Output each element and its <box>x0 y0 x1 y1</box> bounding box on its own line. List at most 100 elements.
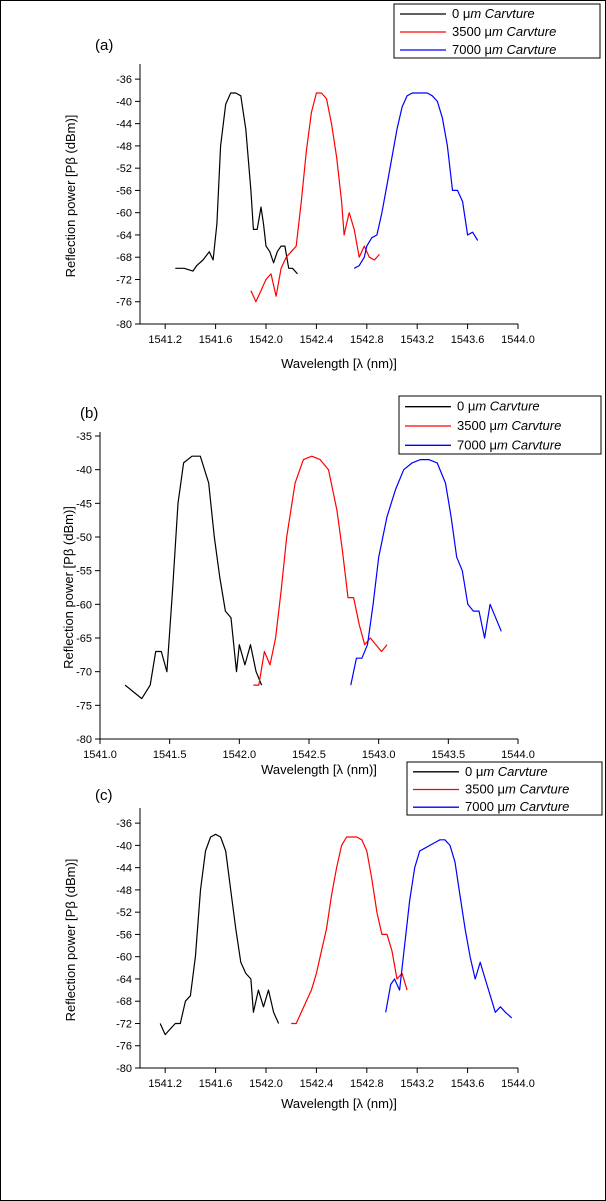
x-tick-label: 1542.0 <box>249 334 283 346</box>
y-tick-label: -40 <box>116 96 132 108</box>
legend-entry-1: 0 μm Carvture <box>452 6 535 21</box>
x-tick-label: 1543.0 <box>362 749 396 761</box>
y-tick-label: -64 <box>116 974 132 986</box>
legend-value: 3500 μ <box>457 418 497 433</box>
y-tick-label: -64 <box>116 230 132 242</box>
panel-label: (c) <box>95 787 113 804</box>
y-axis-title: Reflection power [Pβ (dBm)] <box>63 859 78 1022</box>
x-tick-label: 1543.2 <box>400 1078 434 1090</box>
legend-entry-2: 3500 μm Carvture <box>465 782 569 797</box>
y-tick-label: -70 <box>76 667 92 679</box>
legend-unit: m Carvture <box>505 782 569 797</box>
y-tick-label: -44 <box>116 119 132 131</box>
legend-value: 3500 μ <box>452 24 492 39</box>
x-tick-label: 1543.2 <box>400 334 434 346</box>
legend-unit: m Carvture <box>497 418 561 433</box>
legend-entry-1: 0 μm Carvture <box>465 764 548 779</box>
legend-box <box>406 761 603 816</box>
panel-label: (a) <box>95 37 113 54</box>
legend-entry-3: 7000 μm Carvture <box>465 799 569 814</box>
legend-box <box>398 395 602 455</box>
series-line-2 <box>253 455 388 686</box>
x-tick-label: 1541.2 <box>148 1078 182 1090</box>
chart-panel-3: -80 -76 -72 -68 -64 -60 -56 -52 -48 -44 -40 -36 1541… <box>63 761 603 1111</box>
series-line-2 <box>291 836 408 1025</box>
series-line-3 <box>385 839 513 1019</box>
x-tick-label: 1544.0 <box>501 1078 535 1090</box>
series-line-1 <box>124 455 263 700</box>
legend-entry-3: 7000 μm Carvture <box>452 42 556 57</box>
x-tick-label: 1542.0 <box>249 1078 283 1090</box>
x-tick-label: 1541.5 <box>153 749 187 761</box>
x-tick-label: 1541.0 <box>83 749 117 761</box>
legend-unit: m Carvture <box>505 799 569 814</box>
y-tick-label: -72 <box>116 274 132 286</box>
y-tick-label: -52 <box>116 907 132 919</box>
y-tick-label: -44 <box>116 863 132 875</box>
y-tick-label: -45 <box>76 498 92 510</box>
chart-panel-2: -80 -75 -70 -65 -60 -55 -50 -45 -40 -35 1541.0 1541… <box>61 395 602 777</box>
y-tick-label: -35 <box>76 431 92 443</box>
x-axis-title: Wavelength [λ (nm)] <box>281 1096 397 1111</box>
y-tick-label: -68 <box>116 252 132 264</box>
legend-unit: m Carvture <box>497 437 561 452</box>
y-tick-label: -80 <box>116 1063 132 1075</box>
x-tick-label: 1542.4 <box>300 1078 334 1090</box>
y-tick-label: -55 <box>76 566 92 578</box>
legend-value: 3500 μ <box>465 782 505 797</box>
x-tick-label: 1543.6 <box>451 334 485 346</box>
y-tick-label: -36 <box>116 818 132 830</box>
y-tick-label: -75 <box>76 700 92 712</box>
series-line-1 <box>175 92 298 275</box>
chart-panel-1: -80 -76 -72 -68 -64 -60 -56 -52 -48 -44 -40 -36 1541… <box>63 3 601 371</box>
y-tick-label: -48 <box>116 885 132 897</box>
x-axis-title: Wavelength [λ (nm)] <box>281 356 397 371</box>
legend-value: 0 μ <box>465 764 483 779</box>
panel-label: (b) <box>80 405 98 422</box>
y-tick-label: -65 <box>76 633 92 645</box>
legend-unit: m Carvture <box>475 399 539 414</box>
legend-entry-3: 7000 μm Carvture <box>457 437 561 452</box>
y-tick-label: -72 <box>116 1018 132 1030</box>
legend-unit: m Carvture <box>492 42 556 57</box>
x-tick-label: 1544.0 <box>501 749 535 761</box>
y-tick-label: -40 <box>116 840 132 852</box>
legend-value: 0 μ <box>457 399 475 414</box>
y-tick-label: -60 <box>76 599 92 611</box>
series-line-3 <box>353 92 479 269</box>
x-tick-label: 1543.5 <box>432 749 466 761</box>
y-axis-title: Reflection power [Pβ (dBm)] <box>63 115 78 278</box>
series-line-1 <box>159 833 280 1036</box>
legend-unit: m Carvture <box>470 6 534 21</box>
x-tick-label: 1542.8 <box>350 334 384 346</box>
x-tick-label: 1542.5 <box>292 749 326 761</box>
y-tick-label: -76 <box>116 1041 132 1053</box>
y-tick-label: -50 <box>76 532 92 544</box>
y-tick-label: -80 <box>116 319 132 331</box>
y-tick-label: -48 <box>116 141 132 153</box>
y-tick-label: -68 <box>116 996 132 1008</box>
y-tick-label: -56 <box>116 185 132 197</box>
x-tick-label: 1541.2 <box>148 334 182 346</box>
legend-entry-2: 3500 μm Carvture <box>457 418 561 433</box>
legend-value: 7000 μ <box>465 799 505 814</box>
x-tick-label: 1543.6 <box>451 1078 485 1090</box>
y-tick-label: -60 <box>116 208 132 220</box>
legend-value: 7000 μ <box>452 42 492 57</box>
series-line-3 <box>350 459 502 686</box>
x-tick-label: 1544.0 <box>501 334 535 346</box>
y-tick-label: -80 <box>76 734 92 746</box>
y-tick-label: -40 <box>76 465 92 477</box>
legend-entry-1: 0 μm Carvture <box>457 399 540 414</box>
legend-unit: m Carvture <box>492 24 556 39</box>
legend-value: 7000 μ <box>457 437 497 452</box>
legend-value: 0 μ <box>452 6 470 21</box>
x-tick-label: 1541.6 <box>199 334 233 346</box>
legend-unit: m Carvture <box>483 764 547 779</box>
y-tick-label: -36 <box>116 74 132 86</box>
x-tick-label: 1542.0 <box>223 749 257 761</box>
y-axis-title: Reflection power [Pβ (dBm)] <box>61 506 76 669</box>
y-tick-label: -60 <box>116 952 132 964</box>
